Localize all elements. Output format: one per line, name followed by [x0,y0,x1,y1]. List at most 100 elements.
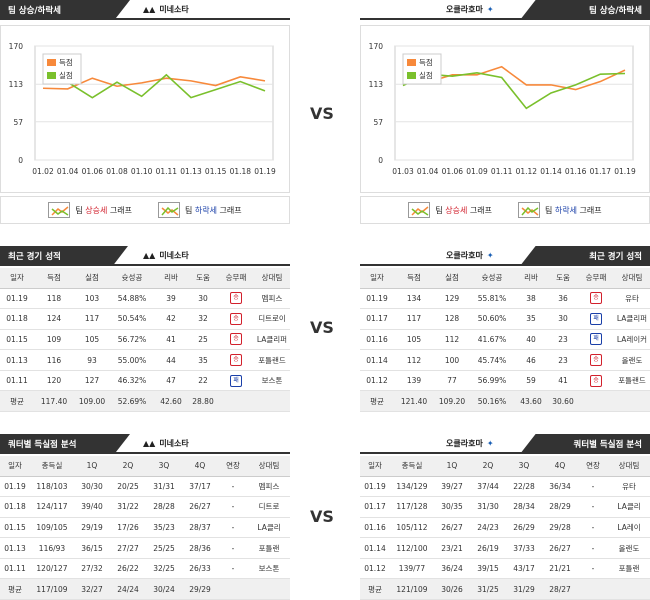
trend-chart-left: 170 113 57 0 01.02 01.04 01.06 01.08 01.10 01.11 0… [0,25,290,193]
x-tick-label: 01.06 [442,167,464,176]
table-cell: 39/15 [470,558,506,580]
col-header: 도움 [188,268,218,289]
table-cell: 26/27 [182,496,218,518]
table-cell: 28/29 [542,496,578,518]
x-tick-label: 01.13 [180,167,202,176]
x-tick-label: 01.09 [466,167,488,176]
table-cell: 43/17 [506,558,542,580]
table-row: 01.18 124 117 50.54% 42 32 승 디트로이 [0,308,290,330]
quarter-header-line-right [360,452,650,454]
table-cell: - [578,476,608,498]
result-badge: 승 [590,354,602,367]
table-cell: 패 [218,370,254,392]
table-row: 01.18 124/117 39/40 31/22 28/28 26/27- 디트로 [0,496,290,518]
legend-swatch [407,59,416,66]
result-badge: 패 [590,333,602,346]
table-cell: 24/24 [110,578,146,600]
table-cell: 52.69% [110,390,154,413]
table-cell [614,390,650,413]
table-cell: 보스톤 [254,370,290,392]
table-cell [254,390,290,413]
col-header: 일자 [360,456,390,477]
table-row: 01.19 134/129 39/27 37/44 22/28 36/34- 유타 [360,476,650,498]
table-cell: 26/19 [470,537,506,559]
table-cell: 43.60 [514,390,548,413]
table-cell: 35 [514,308,548,330]
table-cell: 포틀랜드 [614,370,650,392]
table-cell: 승 [578,370,614,392]
table-cell: 116 [34,349,74,371]
recent-team-left: ▲▲ 미네소타 [143,251,189,260]
table-cell: 30.60 [548,390,578,413]
x-tick-label: 01.12 [516,167,538,176]
table-row: 01.17 117/128 30/35 31/30 28/34 28/29- LA클리 [360,496,650,518]
table-cell: 134 [394,288,434,310]
table-row: 01.19 134 129 55.81% 38 36 승 유타 [360,288,650,310]
table-cell: 124/117 [30,496,74,518]
table-cell: 01.13 [0,537,30,559]
trend-team-left: ▲▲ 미네소타 [143,5,189,14]
table-cell: 01.13 [0,349,34,371]
table-cell: 22/28 [506,476,542,498]
table-cell: 포틀랜 [608,558,650,580]
table-cell: 01.16 [360,329,394,351]
table-cell [578,390,614,413]
recent-header-right: 최근 경기 성적 [520,246,650,266]
col-header: 총득실 [30,456,74,477]
table-cell: 32/27 [74,578,110,600]
table-cell: 28/37 [182,517,218,539]
x-tick-label: 01.11 [156,167,178,176]
x-tick-label: 01.04 [417,167,439,176]
table-cell: 56.99% [470,370,514,392]
table-cell: 120/127 [30,558,74,580]
table-cell: 41 [548,370,578,392]
table-cell: 올랜도 [614,349,650,371]
table-cell: 59 [514,370,548,392]
rise-graph-icon [408,202,431,218]
table-cell: 31/31 [146,476,182,498]
table-row: 01.12 139/77 36/24 39/15 43/17 21/21- 포틀랜 [360,558,650,580]
table-cell: 30/30 [74,476,110,498]
trend-legend-left: 팀 상승세 그래프 팀 하락세 그래프 [0,196,290,224]
table-cell: 112 [394,349,434,371]
table-cell: 50.54% [110,308,154,330]
table-cell: - [218,517,248,539]
table-cell: 승 [578,349,614,371]
table-cell: 01.15 [0,517,30,539]
legend-fall-right: 팀 하락세 그래프 [518,202,602,218]
table-cell: 47 [154,370,188,392]
table-cell: 평균 [0,390,34,413]
table-cell: 36/34 [542,476,578,498]
fall-graph-icon [518,202,540,218]
table-cell: 올랜도 [608,537,650,559]
legend-swatch [47,59,56,66]
table-cell: 105/112 [390,517,434,539]
vs-label-quarter: VS [310,507,334,526]
table-row: 01.14 112/100 23/21 26/19 37/33 26/27- 올랜도 [360,537,650,559]
legend-rise-right: 팀 상승세 그래프 [408,202,492,218]
table-cell: 01.18 [0,308,34,330]
thunder-logo-icon: ✦ [486,5,494,14]
x-tick-label: 01.16 [565,167,587,176]
result-badge: 승 [590,374,602,387]
recent-table-right: 일자 득점 실점 슛성공 리바 도움 승무패 상대팀 01.19 134 129 55.81% 38 36… [360,268,650,413]
y-tick-label: 57 [13,118,23,127]
col-header: 도움 [548,268,578,289]
table-row: 01.15 109/105 29/19 17/26 35/23 28/37- LA클리 [0,517,290,539]
table-cell: 129 [434,288,470,310]
table-cell: 01.16 [360,517,390,539]
table-cell: 승 [218,329,254,351]
table-cell [578,578,608,600]
trend-header-left-label: 팀 상승/하락세 [8,6,61,16]
table-cell: - [578,496,608,518]
table-cell: 117.40 [34,390,74,413]
x-tick-label: 01.08 [106,167,128,176]
table-cell: 42 [154,308,188,330]
average-row: 평균 121.40 109.20 50.16% 43.60 30.60 [360,390,650,413]
x-tick-label: 01.02 [32,167,54,176]
table-cell: 39 [154,288,188,310]
table-cell: LA클리 [608,496,650,518]
table-cell: 31/22 [110,496,146,518]
table-cell: 01.12 [360,558,390,580]
table-cell: 105 [74,329,110,351]
